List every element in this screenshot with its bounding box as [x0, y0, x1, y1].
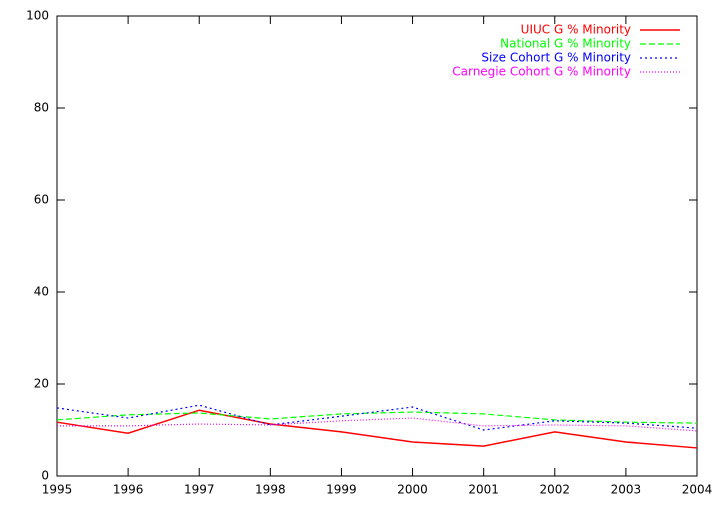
series-line [56, 404, 698, 431]
y-tick-label: 0 [41, 469, 49, 483]
legend-label: National G % Minority [500, 37, 631, 51]
x-tick-label: 2003 [611, 483, 642, 497]
y-tick-label: 20 [34, 377, 49, 391]
x-tick-label: 1996 [113, 483, 144, 497]
legend-label: Size Cohort G % Minority [481, 51, 631, 65]
y-tick-label: 60 [34, 193, 49, 207]
y-tick-label: 80 [34, 101, 49, 115]
x-tick-label: 1998 [255, 483, 286, 497]
legend-label: Carnegie Cohort G % Minority [452, 65, 631, 79]
x-tick-label: 1995 [42, 483, 73, 497]
x-tick-label: 2004 [682, 483, 713, 497]
y-tick-label: 40 [34, 285, 49, 299]
series-line [56, 411, 698, 424]
x-tick-label: 2000 [397, 483, 428, 497]
x-tick-label: 1999 [326, 483, 357, 497]
series-line [56, 409, 698, 449]
legend-label: UIUC G % Minority [521, 23, 631, 37]
y-tick-label: 100 [26, 9, 49, 23]
x-tick-label: 1997 [184, 483, 215, 497]
x-tick-label: 2002 [540, 483, 571, 497]
plot-frame [56, 15, 698, 477]
x-tick-label: 2001 [468, 483, 499, 497]
